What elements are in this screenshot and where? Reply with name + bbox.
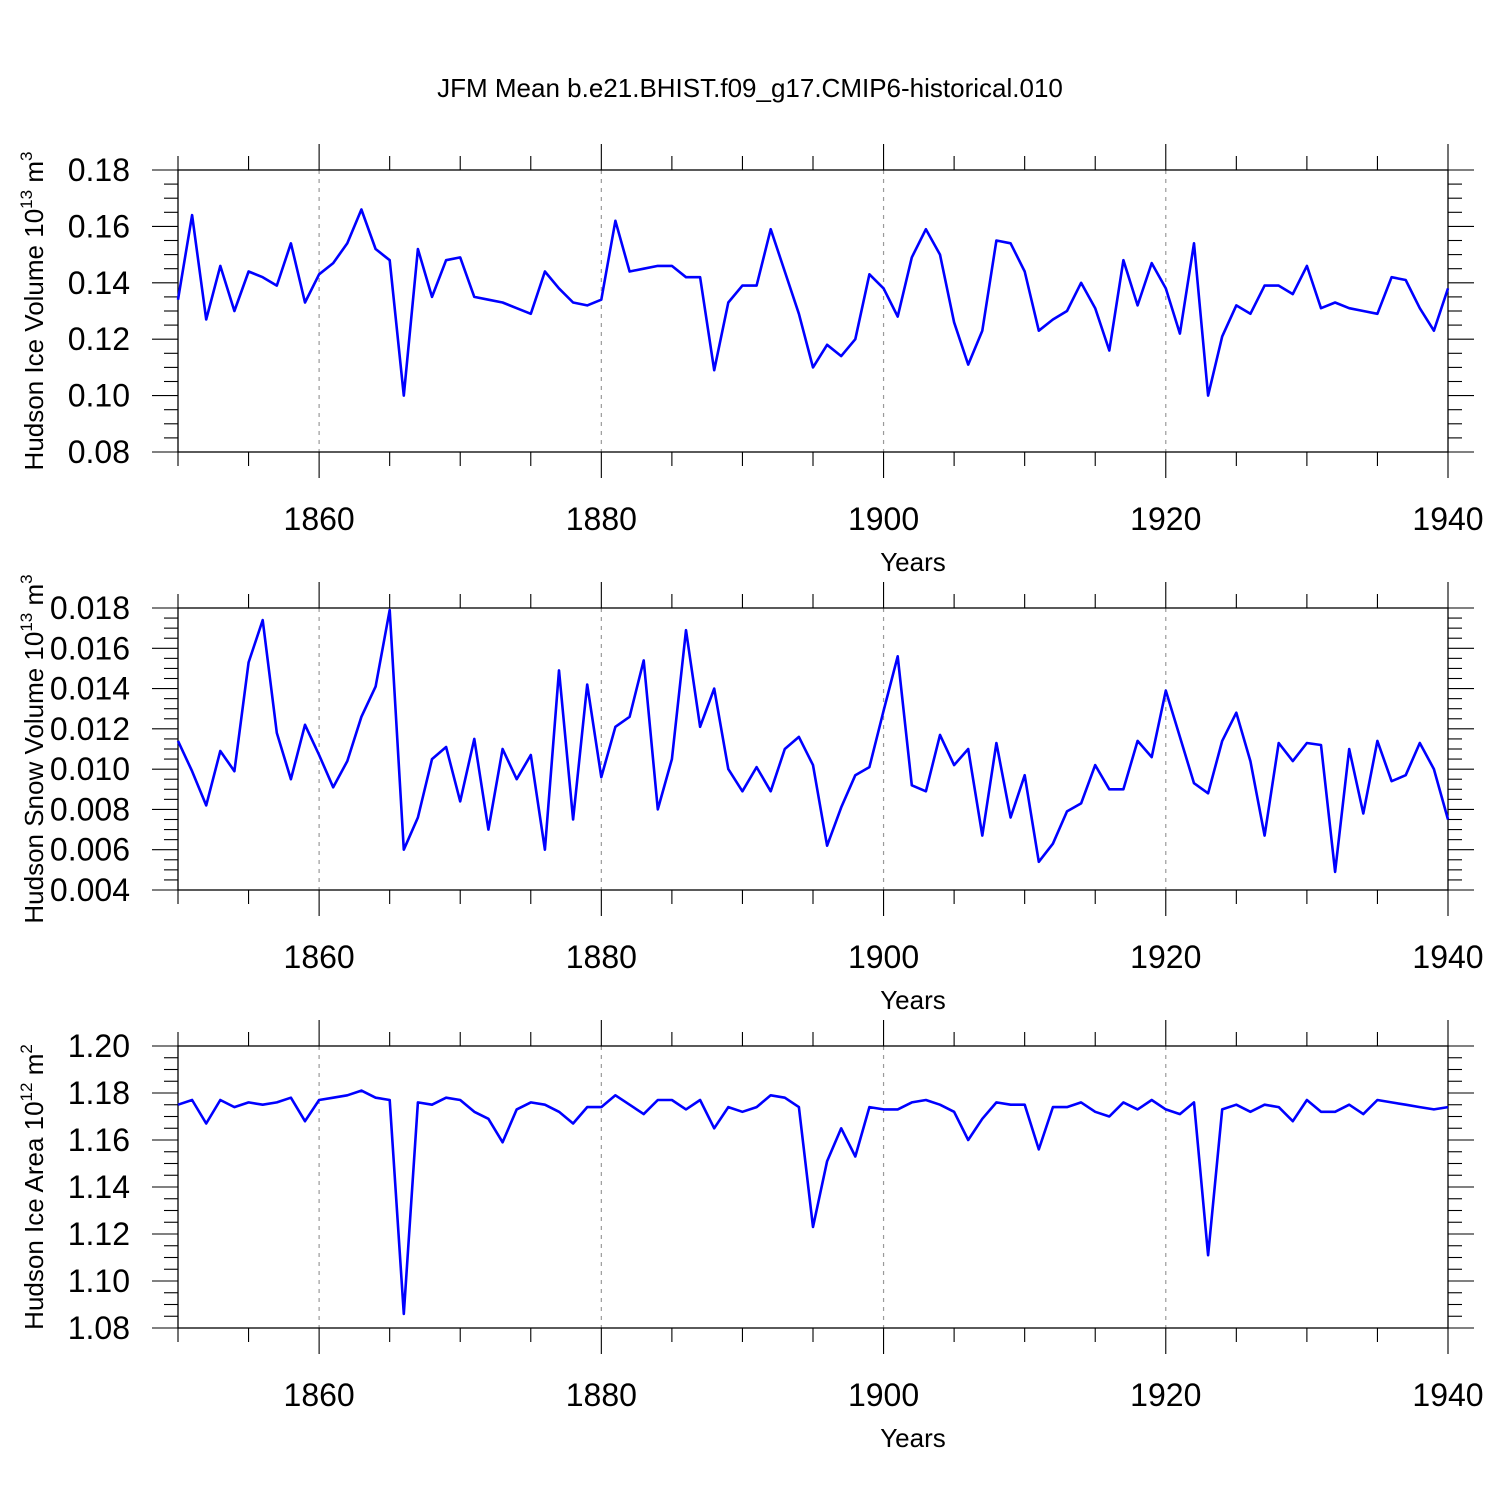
- series-line-1: [176, 208, 1450, 397]
- plots-container: 0.08 0.10 0.12 0.14 0.16 0.18 1860 1880 1900 1920…: [17, 144, 1484, 1453]
- y-axis-title-unit-exponent: 3: [17, 574, 36, 583]
- panel-2: 0.004 0.006 0.008 0.010 0.012 0.014 0.016 0.018…: [17, 574, 1484, 1015]
- y-tick-label: 0.012: [50, 711, 130, 747]
- x-tick-label: 1880: [566, 1377, 637, 1413]
- y-tick-label: 0.004: [50, 872, 130, 908]
- y-axis-title-unit: m: [19, 1054, 49, 1083]
- y-axis-title-unit-exponent: 2: [17, 1044, 36, 1053]
- plot-frame: [177, 1045, 1449, 1329]
- y-tick-label: 0.16: [68, 208, 130, 244]
- y-tick-label: 0.08: [68, 434, 130, 470]
- y-axis-title-text: Hudson Ice Area 10: [19, 1101, 49, 1329]
- y-tick-label: 1.12: [68, 1216, 130, 1252]
- y-tick-label: 0.008: [50, 791, 130, 827]
- y-tick-label: 0.018: [50, 590, 130, 626]
- y-axis-title-text: Hudson Ice Volume 10: [19, 209, 49, 471]
- series-line-1: [177, 1089, 1449, 1316]
- y-tick-label: 0.006: [50, 832, 130, 868]
- panel-3: 1.08 1.10 1.12 1.14 1.16 1.18 1.20 1860 1880 1900…: [17, 1020, 1484, 1453]
- y-tick-label: 0.016: [50, 630, 130, 666]
- y-tick-label: 1.16: [68, 1122, 130, 1158]
- x-tick-label: 1860: [284, 501, 355, 537]
- x-tick-label: 1940: [1412, 939, 1483, 975]
- plot-frame: [177, 607, 1449, 891]
- y-tick-label: 1.10: [68, 1263, 130, 1299]
- x-tick-label: 1920: [1130, 939, 1201, 975]
- x-tick-label: 1900: [848, 501, 919, 537]
- y-tick-label: 1.08: [68, 1310, 130, 1346]
- y-axis-title-exponent: 13: [17, 190, 36, 209]
- y-tick-label: 0.010: [50, 751, 130, 787]
- y-axis-title: Hudson Ice Area 1012 m2: [17, 1044, 49, 1330]
- y-tick-label: 0.12: [68, 321, 130, 357]
- y-tick-label: 0.10: [68, 378, 130, 414]
- y-tick-label: 1.14: [68, 1169, 130, 1205]
- x-tick-label: 1880: [566, 501, 637, 537]
- panel-1: 0.08 0.10 0.12 0.14 0.16 0.18 1860 1880 1900 1920…: [17, 144, 1484, 577]
- y-axis-title-exponent: 12: [17, 1083, 36, 1102]
- y-axis-title: Hudson Snow Volume 1013 m3: [17, 574, 49, 923]
- y-tick-label: 1.20: [68, 1028, 130, 1064]
- x-tick-label: 1940: [1412, 1377, 1483, 1413]
- series-line-1: [176, 608, 1450, 874]
- x-tick-label: 1920: [1130, 1377, 1201, 1413]
- y-axis-title-exponent: 13: [17, 613, 36, 632]
- y-axis-title-text: Hudson Snow Volume 10: [19, 632, 49, 924]
- y-axis-title-unit: m: [19, 584, 49, 613]
- y-tick-label: 0.014: [50, 671, 130, 707]
- plot-frame: [177, 169, 1449, 453]
- x-tick-label: 1900: [848, 1377, 919, 1413]
- x-tick-label: 1860: [284, 1377, 355, 1413]
- y-axis-title-unit-exponent: 3: [17, 152, 36, 161]
- x-tick-label: 1900: [848, 939, 919, 975]
- x-axis-title: Years: [880, 547, 946, 577]
- figure-title: JFM Mean b.e21.BHIST.f09_g17.CMIP6-histo…: [437, 73, 1063, 103]
- x-tick-label: 1860: [284, 939, 355, 975]
- y-tick-label: 0.14: [68, 265, 130, 301]
- x-tick-label: 1940: [1412, 501, 1483, 537]
- y-tick-label: 0.18: [68, 152, 130, 188]
- x-axis-title: Years: [880, 985, 946, 1015]
- y-axis-title: Hudson Ice Volume 1013 m3: [17, 152, 49, 471]
- y-axis-title-unit: m: [19, 161, 49, 190]
- x-tick-label: 1880: [566, 939, 637, 975]
- x-axis-title: Years: [880, 1423, 946, 1453]
- y-tick-label: 1.18: [68, 1075, 130, 1111]
- x-tick-label: 1920: [1130, 501, 1201, 537]
